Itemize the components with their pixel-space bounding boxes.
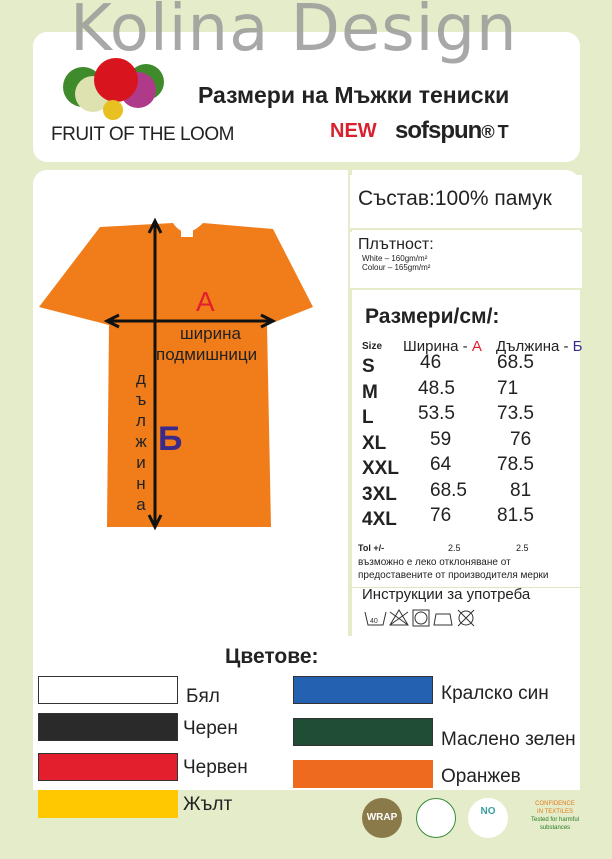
svg-text:40: 40 xyxy=(370,618,378,625)
swatch-3 xyxy=(38,790,178,818)
no-dry-clean-icon xyxy=(457,609,475,627)
density-white: White – 160gm/m² xyxy=(362,254,428,263)
col-width: Ширина - A xyxy=(403,338,482,355)
label-tag xyxy=(181,227,193,237)
tshirt-shape xyxy=(39,223,313,527)
width-label-2: подмишници xyxy=(156,345,258,364)
tshirt-diagram xyxy=(39,217,313,531)
density-title: Плътност: xyxy=(358,236,434,253)
wash-40-icon: 40 xyxy=(364,611,387,626)
width-value: 68.5 xyxy=(430,479,467,501)
new-label: NEW xyxy=(330,120,377,142)
no-child-labour-logo: NO xyxy=(468,798,508,838)
product-name: sofspun xyxy=(395,117,482,144)
length-value: 68.5 xyxy=(497,352,534,373)
tol-label: Tol +/- xyxy=(358,543,385,553)
length-label: дължина xyxy=(135,369,147,514)
swatch-5 xyxy=(293,718,433,746)
iron-low-icon xyxy=(433,613,453,626)
swatch-6 xyxy=(293,760,433,788)
width-value: 46 xyxy=(420,352,442,373)
color-label: Бял xyxy=(186,686,220,707)
density-colour: Colour – 165gm/m² xyxy=(362,263,431,272)
composition: Състав:100% памук xyxy=(350,175,582,230)
size-4XL: 4XL xyxy=(362,509,397,530)
sizes-title: Размери/см/: xyxy=(365,305,500,328)
color-label: Черен xyxy=(183,718,238,739)
care-title: Инструкции за употреба xyxy=(362,586,531,603)
note-2: предоставените от производителя мерки xyxy=(358,570,549,581)
no-bleach-icon xyxy=(389,609,409,626)
note-1: възможно е леко отклоняване от xyxy=(358,557,511,568)
page-title: Размери на Мъжки тениски xyxy=(198,82,510,108)
width-value: 59 xyxy=(430,428,452,450)
eco-logo xyxy=(416,798,456,838)
tol-width: 2.5 xyxy=(448,543,461,553)
width-value: 53.5 xyxy=(418,403,455,424)
width-value: 76 xyxy=(430,505,452,526)
size-XL: XL xyxy=(362,432,387,454)
width-value: 64 xyxy=(430,454,452,475)
divider xyxy=(348,170,352,636)
swatch-0 xyxy=(38,676,178,704)
density: Плътност: White – 160gm/m² Colour – 165g… xyxy=(350,232,582,290)
watermark: Kolina Design xyxy=(70,0,518,66)
label-b: Б xyxy=(158,420,183,458)
width-value: 48.5 xyxy=(418,377,455,399)
swatch-4 xyxy=(293,676,433,704)
fruit-logo-icon xyxy=(63,58,164,120)
length-value: 71 xyxy=(497,377,519,399)
width-label: ширина xyxy=(180,324,241,343)
tumble-dry-icon xyxy=(412,609,430,627)
color-label: Жълт xyxy=(183,794,233,815)
length-value: 78.5 xyxy=(497,454,534,475)
product-logo: sofspun® T xyxy=(395,117,509,145)
col-size: Size xyxy=(362,341,383,352)
size-S: S xyxy=(362,356,375,377)
swatch-2 xyxy=(38,753,178,781)
color-label: Кралско син xyxy=(441,683,549,704)
size-XXL: XXL xyxy=(362,458,399,479)
confidence-logo: CONFIDENCE IN TEXTILES Tested for harmful … xyxy=(530,801,580,831)
care-icons: 40 xyxy=(364,609,475,627)
label-a: A xyxy=(196,286,215,317)
color-label: Оранжев xyxy=(441,766,521,787)
color-label: Маслено зелен xyxy=(441,729,576,750)
size-M: M xyxy=(362,381,378,403)
length-value: 81 xyxy=(510,479,532,501)
length-value: 76 xyxy=(510,428,532,450)
brand-logo: FRUIT OF THE LOOM xyxy=(51,124,234,145)
product-suffix: ® T xyxy=(481,122,508,142)
col-length: Дължина - Б xyxy=(496,338,583,355)
length-value: 73.5 xyxy=(497,403,534,424)
length-value: 81.5 xyxy=(497,505,534,526)
colors-title: Цветове: xyxy=(225,645,319,668)
tol-length: 2.5 xyxy=(516,543,529,553)
wrap-logo: WRAP xyxy=(362,798,402,838)
size-3XL: 3XL xyxy=(362,483,397,505)
color-label: Червен xyxy=(183,757,248,778)
swatch-1 xyxy=(38,713,178,741)
size-L: L xyxy=(362,407,374,428)
